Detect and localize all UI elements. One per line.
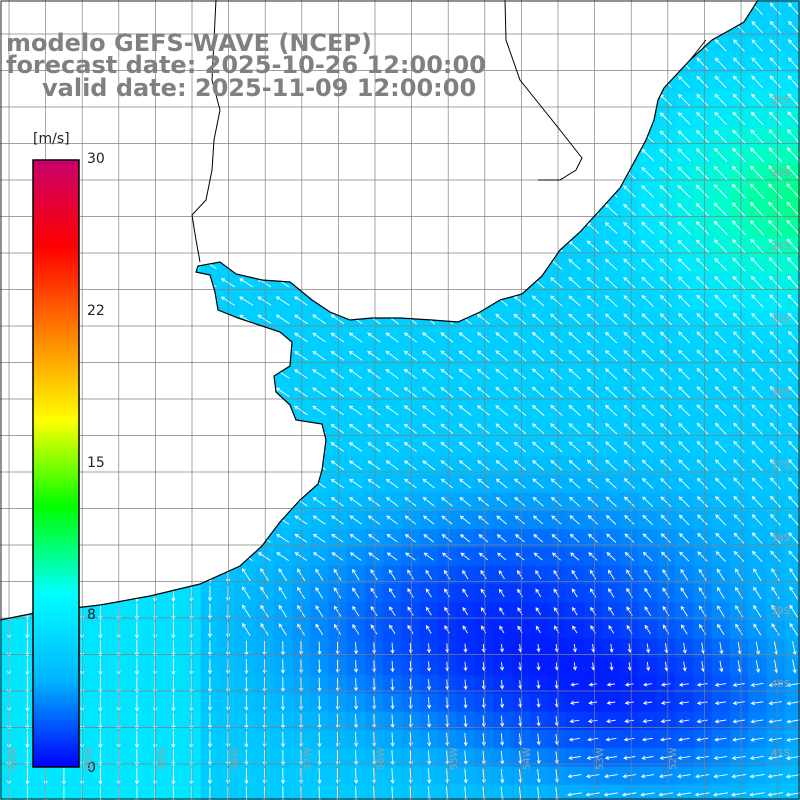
lat-label: 35S xyxy=(771,314,791,325)
lat-label: 37S xyxy=(771,460,791,471)
lat-label: 34S xyxy=(771,241,791,252)
lat-label: 38S xyxy=(771,533,791,544)
colorbar-unit: [m/s] xyxy=(33,131,70,147)
lon-label: 55W xyxy=(449,747,460,770)
colorbar xyxy=(32,159,80,768)
lon-label: 52W xyxy=(668,747,679,770)
lon-label: 59W xyxy=(157,747,168,770)
lon-label: 53W xyxy=(595,747,606,770)
lat-label: 32S xyxy=(771,95,791,106)
model-title: modelo GEFS-WAVE (NCEP) xyxy=(6,29,372,57)
colorbar-tick-22: 22 xyxy=(87,303,105,319)
lon-label: 56W xyxy=(376,747,387,770)
colorbar-tick-15: 15 xyxy=(87,455,105,471)
lat-label: 41S xyxy=(771,748,791,759)
lat-label: 40S xyxy=(771,679,791,690)
coastline xyxy=(0,0,759,621)
colorbar-tick-8: 8 xyxy=(87,607,96,623)
lat-label: 39S xyxy=(771,606,791,617)
lon-label: 61W xyxy=(8,747,19,770)
lon-label: 54W xyxy=(522,747,533,770)
forecast-date: forecast date: 2025-10-26 12:00:00 xyxy=(6,51,486,79)
lat-label: 36S xyxy=(771,387,791,398)
colorbar-tick-0: 0 xyxy=(87,760,96,776)
colorbar-tick-30: 30 xyxy=(87,151,105,167)
country-border xyxy=(191,0,707,263)
lat-label: 33S xyxy=(771,168,791,179)
lon-label: 57W xyxy=(303,747,314,770)
valid-date: valid date: 2025-11-09 12:00:00 xyxy=(42,74,477,102)
lon-label: 58W xyxy=(230,747,241,770)
lon-label: 60W xyxy=(84,747,95,770)
